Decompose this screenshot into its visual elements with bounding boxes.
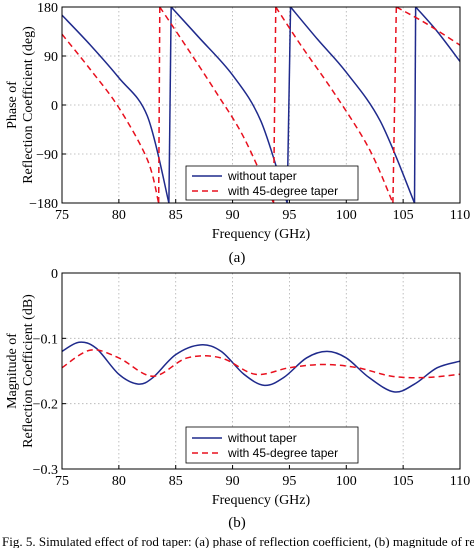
panel-b-xtick-label: 100: [336, 474, 357, 489]
panel-a-phase-chart: 75 80 85 90 95 100 105 110 −180 −90 0 90 180 Phase o…: [5, 1, 470, 266]
panel-b-xtick-label: 95: [282, 474, 296, 489]
panel-a-ytick-label: −90: [36, 148, 58, 163]
panel-b-series-with-taper-line: [61, 349, 461, 379]
panel-b-ytick-label: −0.2: [33, 398, 58, 413]
panel-b-xtick-label: 75: [55, 474, 69, 489]
panel-a-ytick-label: 180: [37, 1, 58, 16]
panel-b-ylabel-line1: Magnitude of: [5, 333, 20, 409]
figure-caption: Fig. 5. Simulated effect of rod taper: (…: [2, 534, 474, 548]
panel-a-xtick-label: 80: [112, 208, 126, 223]
panel-b-caption: (b): [228, 515, 246, 531]
panel-a-legend-without-taper: without taper: [227, 169, 297, 183]
panel-a-legend-with-taper: with 45-degree taper: [227, 184, 338, 198]
panel-a-xtick-label: 110: [450, 208, 470, 223]
panel-a-ylabel-line2: Reflection Coefficient (deg): [21, 26, 36, 184]
panel-a-ytick-label: 90: [44, 50, 58, 65]
panel-b-xtick-label: 85: [169, 474, 183, 489]
panel-a-xtick-label: 75: [55, 208, 69, 223]
panel-a-series-with-taper-line: [61, 33, 160, 204]
panel-a-series-with-taper-line: [395, 6, 461, 46]
panel-a-xtick-label: 95: [282, 208, 296, 223]
panel-a-series-with-taper-line: [275, 6, 394, 204]
panel-b-grid: [62, 273, 460, 469]
panel-a-series-without-taper-wrap-line: [413, 6, 417, 204]
panel-a-series-without-taper-line: [170, 6, 288, 204]
panel-b-xtick-label: 80: [112, 474, 126, 489]
panel-a-ticks: 75 80 85 90 95 100 105 110 −180 −90 0 90 180: [29, 1, 470, 223]
panel-a-series-with-taper-wrap-line: [392, 6, 398, 204]
panel-a-xlabel: Frequency (GHz): [212, 227, 311, 242]
panel-b-ticks: 75 80 85 90 95 100 105 110 0 −0.1 −0.2 −0.3: [33, 267, 471, 489]
panel-a-ytick-label: 0: [51, 99, 58, 114]
panel-b-legend-with-taper: with 45-degree taper: [227, 446, 338, 460]
panel-a-caption: (a): [229, 250, 246, 266]
panel-a-xtick-label: 90: [226, 208, 240, 223]
panel-b-plot-frame: [61, 272, 461, 470]
panel-b-xtick-label: 110: [450, 474, 470, 489]
panel-b-xtick-label: 105: [393, 474, 414, 489]
panel-b-ylabel-line2: Reflection Coefficient (dB): [21, 294, 36, 448]
panel-b-magnitude-chart: 75 80 85 90 95 100 105 110 0 −0.1 −0.2 −0.3 Magnitu…: [5, 267, 470, 531]
panel-b-series-without-taper-line: [61, 341, 461, 393]
panel-a-series-without-taper-wrap-line: [168, 6, 172, 204]
panel-a-ytick-label: −180: [29, 197, 58, 212]
panel-a-xtick-label: 105: [393, 208, 414, 223]
panel-a-series-without-taper-line: [61, 14, 170, 204]
panel-b-ytick-label: −0.1: [33, 332, 58, 347]
panel-a-series-with-taper-line: [159, 6, 275, 204]
panel-b-xtick-label: 90: [226, 474, 240, 489]
panel-a-xtick-label: 85: [169, 208, 183, 223]
panel-b-xlabel: Frequency (GHz): [212, 493, 311, 508]
panel-b-legend-without-taper: without taper: [227, 431, 297, 445]
panel-b-series: [61, 341, 461, 393]
panel-b-ytick-label: 0: [51, 267, 58, 282]
panel-a-series-with-taper-wrap-line: [157, 6, 161, 204]
panel-a-series-without-taper-line: [415, 6, 461, 62]
panel-a-series-without-taper-line: [289, 6, 416, 204]
panel-b-legend: without taper with 45-degree taper: [185, 426, 359, 464]
panel-a-legend: without taper with 45-degree taper: [185, 165, 359, 201]
panel-b-ytick-label: −0.3: [33, 463, 58, 478]
panel-a-ylabel-line1: Phase of: [5, 81, 20, 129]
panel-a-xtick-label: 100: [336, 208, 357, 223]
